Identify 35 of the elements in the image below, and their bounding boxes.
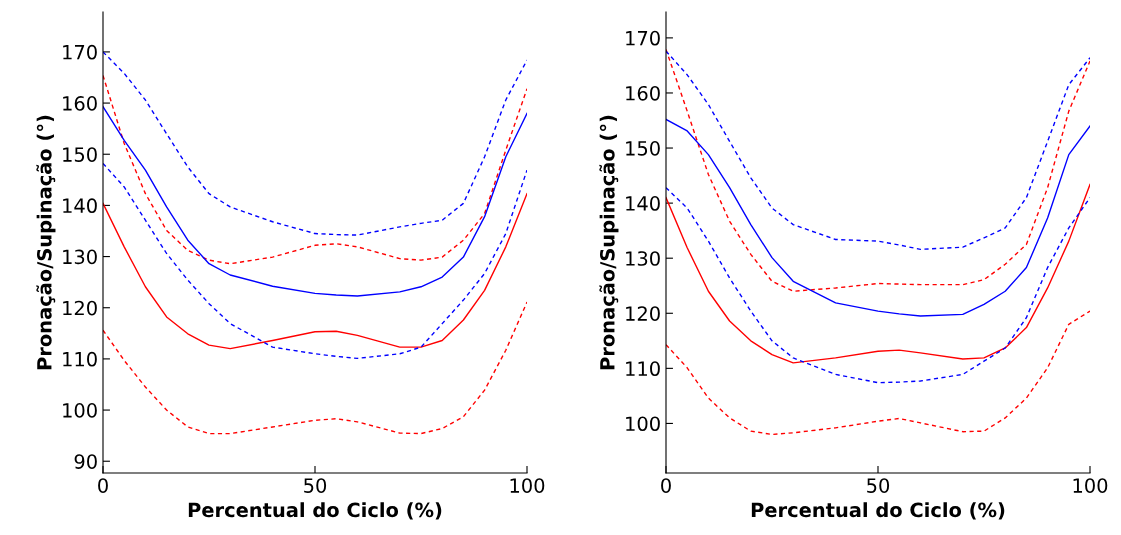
y-tick-label: 170	[63, 44, 97, 60]
line-series	[103, 51, 527, 236]
x-tick-label: 0	[98, 478, 108, 493]
line-series	[666, 118, 1090, 317]
y-tick-label: 140	[63, 198, 97, 214]
y-tick-label: 120	[626, 306, 660, 321]
x-tick-label: 100	[1073, 478, 1108, 493]
x-tick-label: 50	[867, 478, 890, 493]
y-axis-title: Pronação/Supinação (°)	[599, 115, 619, 370]
y-tick-label: 130	[626, 251, 660, 266]
x-tick-label: 100	[510, 478, 545, 493]
y-tick-label: 150	[626, 141, 660, 156]
line-series	[103, 192, 527, 350]
y-tick-label: 110	[63, 351, 97, 367]
x-axis-title: Percentual do Ciclo (%)	[751, 502, 1005, 520]
x-axis-title: Percentual do Ciclo (%)	[188, 502, 442, 520]
y-tick-label: 150	[63, 147, 97, 162]
y-tick-label: 90	[74, 454, 97, 469]
line-series	[666, 310, 1090, 436]
y-tick-label: 160	[626, 85, 660, 101]
y-tick-label: 110	[626, 361, 660, 377]
y-tick-label: 170	[626, 30, 660, 46]
y-tick-label: 130	[63, 249, 97, 265]
y-tick-label: 100	[626, 416, 660, 432]
y-tick-label: 140	[626, 196, 660, 211]
x-tick-label: 50	[304, 478, 327, 493]
line-series	[666, 50, 1090, 251]
y-tick-label: 160	[63, 96, 97, 111]
x-tick-label: 0	[661, 478, 671, 493]
y-axis-title: Pronação/Supinação (°)	[36, 115, 56, 370]
line-series	[103, 162, 527, 360]
y-tick-label: 120	[63, 300, 97, 316]
y-tick-label: 100	[63, 403, 97, 418]
line-series	[103, 105, 527, 297]
line-series	[103, 301, 527, 435]
